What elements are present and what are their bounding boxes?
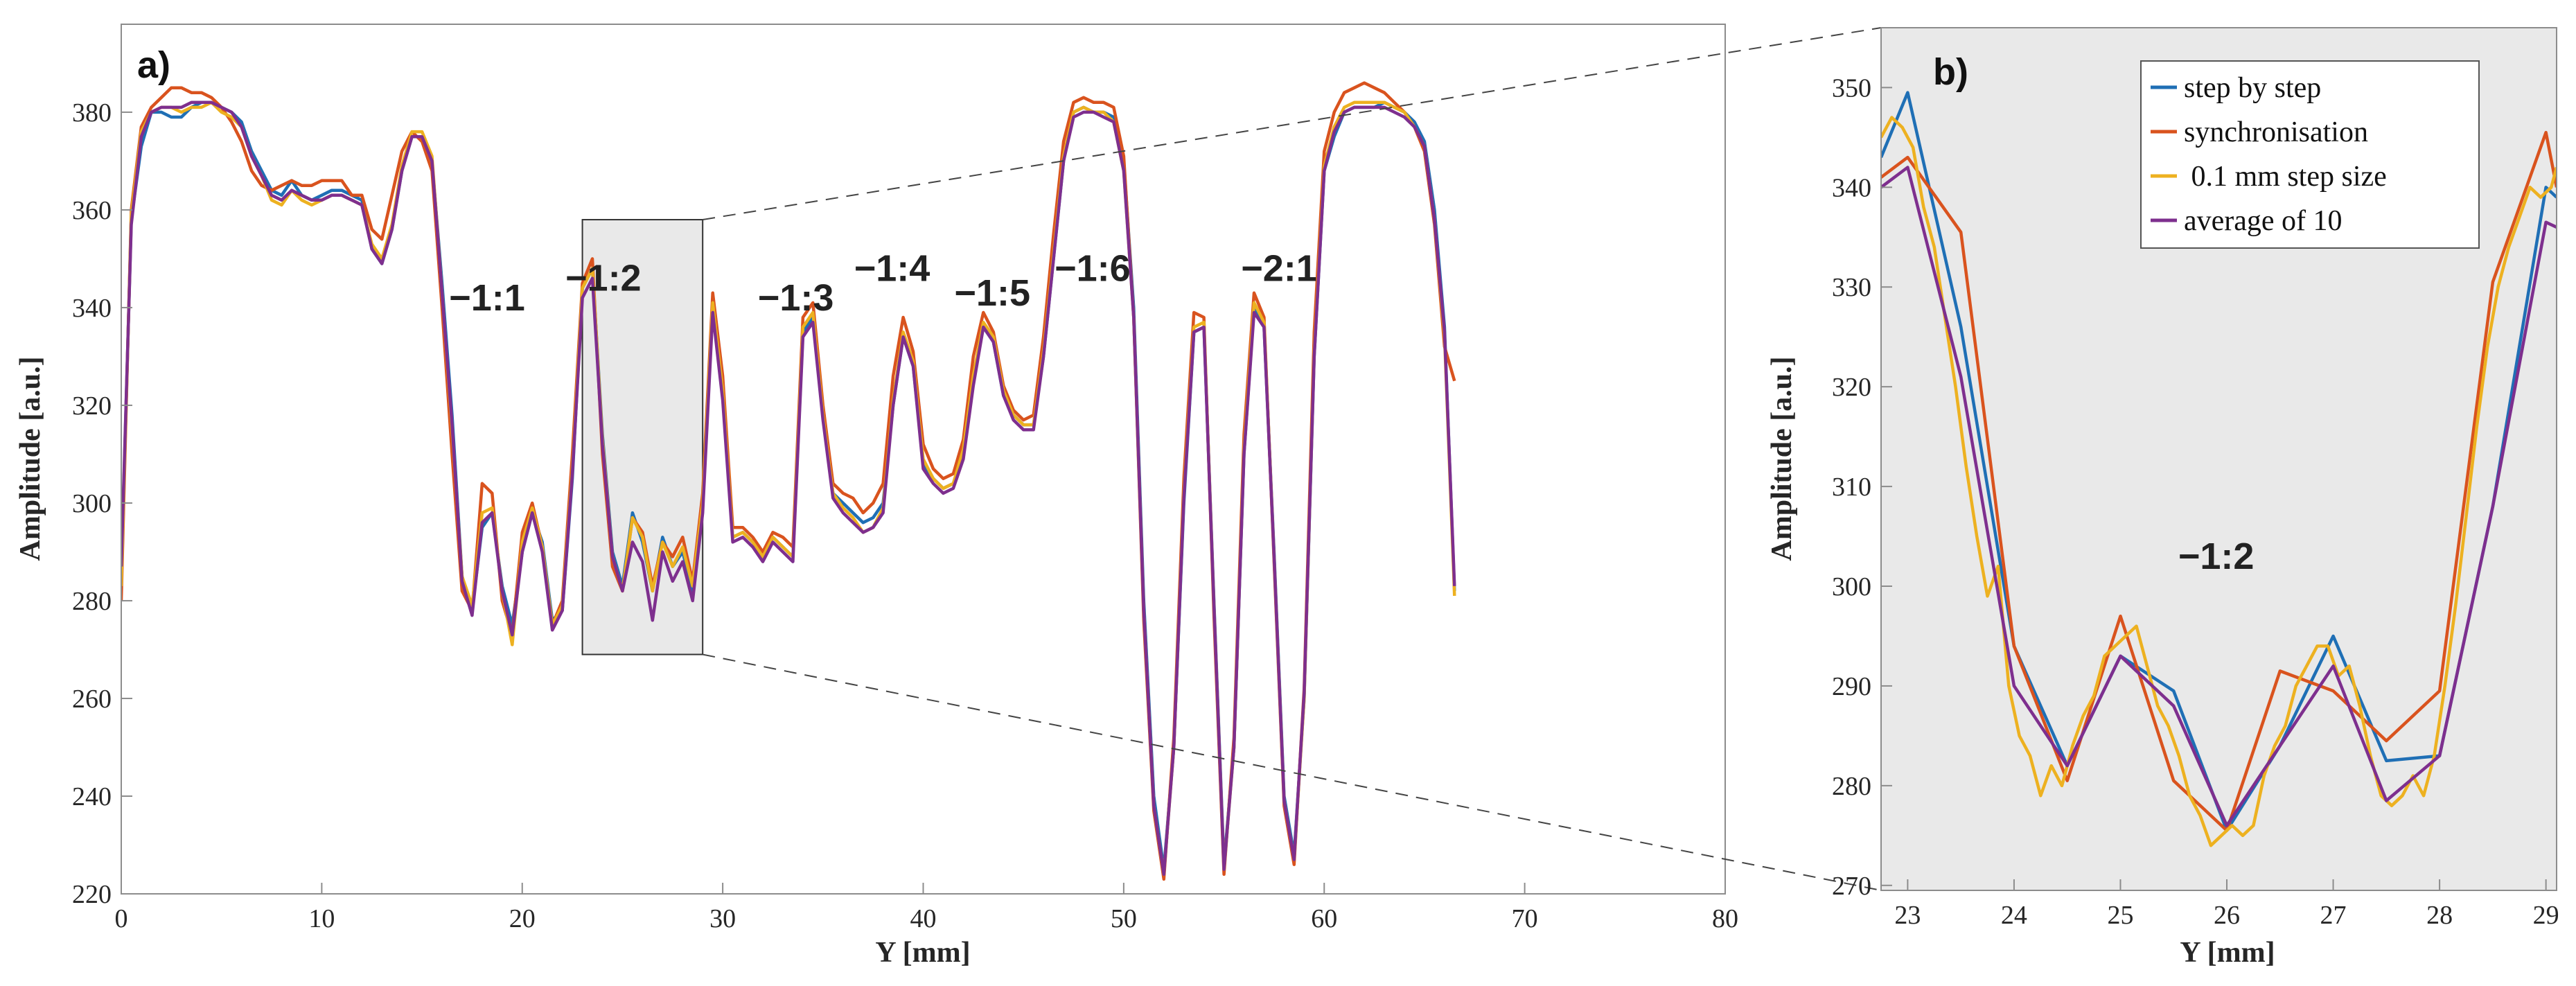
panel-b-ytick-label: 280 xyxy=(1832,772,1871,801)
panel-a-xtick-label: 0 xyxy=(115,904,128,933)
panel-a-xtick-label: 40 xyxy=(910,904,937,933)
panel-b-xtick-label: 23 xyxy=(1894,901,1921,930)
panel-a-xtick-label: 20 xyxy=(509,904,536,933)
panel-a-xlabel: Y [mm] xyxy=(875,937,970,969)
panel-a-xtick-label: 70 xyxy=(1512,904,1538,933)
legend-label-0-1mm: 0.1 mm step size xyxy=(2184,161,2387,193)
panel-a-ylabel: Amplitude [a.u.] xyxy=(15,356,46,561)
panel-b-xtick-label: 26 xyxy=(2214,901,2240,930)
panel-a-ytick-label: 380 xyxy=(72,98,112,127)
panel-a-annotation: −1:1 xyxy=(449,277,525,319)
panel-b-ylabel: Amplitude [a.u.] xyxy=(1766,356,1798,561)
zoom-connector-bottom xyxy=(702,653,1882,891)
panel-a-annotation: −1:6 xyxy=(1055,248,1131,290)
panel-b-xtick-label: 24 xyxy=(2001,901,2027,930)
legend-entry-synchronisation: synchronisation xyxy=(2151,116,2368,148)
panel-a-xtick-label: 10 xyxy=(308,904,335,933)
legend-label-step-by-step: step by step xyxy=(2184,72,2321,104)
panel-a-xtick-label: 60 xyxy=(1311,904,1337,933)
panel-b-annotation: −1:2 xyxy=(2178,536,2255,577)
panel-a-label: a) xyxy=(137,44,170,86)
legend-entry-step-by-step: step by step xyxy=(2151,72,2321,104)
panel-b-line-average-of-10 xyxy=(1881,166,2557,827)
panel-b-xlabel: Y [mm] xyxy=(2180,937,2275,969)
panel-a: 0 10 20 30 40 50 60 70 80 220 240 260 280 300 320 340 3… xyxy=(15,24,1738,969)
panel-a-y-ticks: 220 240 260 280 300 320 340 360 380 xyxy=(72,98,132,909)
panel-a-annotation: −1:3 xyxy=(758,277,834,319)
panel-b-xtick-label: 25 xyxy=(2107,901,2133,930)
panel-b-ytick-label: 320 xyxy=(1832,373,1871,402)
panel-a-ytick-label: 340 xyxy=(72,294,112,323)
panel-b-ytick-label: 290 xyxy=(1832,672,1871,701)
panel-b: 23 24 25 26 27 28 29 270 280 290 300 310 320 330 340 3… xyxy=(1766,27,2559,969)
panel-a-annotation: −1:4 xyxy=(854,248,930,290)
panel-a-series xyxy=(121,81,1456,881)
panel-b-ytick-label: 350 xyxy=(1832,73,1871,103)
legend-entry-average-of-10: average of 10 xyxy=(2151,205,2343,237)
panel-b-frame xyxy=(1880,27,2557,891)
panel-b-ytick-label: 300 xyxy=(1832,572,1871,601)
panel-b-xtick-label: 29 xyxy=(2533,901,2559,930)
panel-a-ytick-label: 280 xyxy=(72,587,112,616)
panel-b-x-ticks: 23 24 25 26 27 28 29 xyxy=(1894,879,2559,930)
panel-a-annotation: −2:1 xyxy=(1241,248,1317,290)
panel-b-ytick-label: 330 xyxy=(1832,273,1871,302)
panel-b-y-ticks: 270 280 290 300 310 320 330 340 350 xyxy=(1832,73,1892,901)
legend-label-average-of-10: average of 10 xyxy=(2184,205,2343,237)
panel-b-ytick-label: 340 xyxy=(1832,173,1871,202)
panel-b-ytick-label: 270 xyxy=(1832,872,1871,901)
legend-entry-0-1mm: 0.1 mm step size xyxy=(2151,161,2387,193)
zoom-connector-top xyxy=(703,27,1882,221)
panel-a-annotation: −1:5 xyxy=(954,272,1030,314)
panel-a-x-ticks: 0 10 20 30 40 50 60 70 80 xyxy=(115,883,1738,933)
panel-a-ytick-label: 220 xyxy=(72,880,112,909)
panel-a-annotations: −1:1 −1:2 −1:3 −1:4 −1:5 −1:6 −2:1 xyxy=(449,248,1317,319)
panel-a-xtick-label: 30 xyxy=(709,904,736,933)
panel-b-xtick-label: 28 xyxy=(2426,901,2453,930)
legend: step by step synchronisation 0.1 mm step… xyxy=(2140,60,2480,249)
panel-a-annotation: −1:2 xyxy=(565,258,642,299)
panel-b-xtick-label: 27 xyxy=(2320,901,2347,930)
panel-a-ytick-label: 360 xyxy=(72,196,112,225)
panel-a-ytick-label: 240 xyxy=(72,782,112,811)
panel-a-xtick-label: 50 xyxy=(1111,904,1137,933)
panel-a-ytick-label: 320 xyxy=(72,391,112,421)
panel-b-series xyxy=(1881,91,2557,847)
legend-box xyxy=(2140,60,2480,249)
panel-a-ytick-label: 300 xyxy=(72,489,112,518)
legend-label-synchronisation: synchronisation xyxy=(2184,116,2368,148)
panel-b-ytick-label: 310 xyxy=(1832,473,1871,502)
panel-a-line-average-of-10 xyxy=(121,100,1456,877)
panel-a-ytick-label: 260 xyxy=(72,685,112,714)
panel-a-xtick-label: 80 xyxy=(1712,904,1738,933)
panel-b-label: b) xyxy=(1933,51,1968,93)
